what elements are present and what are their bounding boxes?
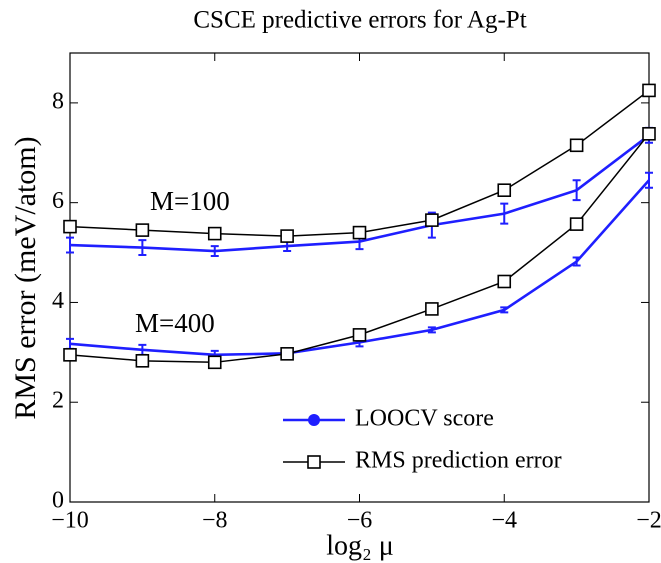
error-bar xyxy=(645,171,653,189)
y-axis-label: RMS error (meV/atom) xyxy=(9,136,42,419)
y-tick-label: 6 xyxy=(52,188,64,214)
y-tick-label: 8 xyxy=(52,88,64,114)
legend-marker xyxy=(308,414,320,426)
x-tick-label: −6 xyxy=(347,508,373,534)
point xyxy=(569,138,584,153)
point xyxy=(63,348,77,362)
x-tick-label: −4 xyxy=(491,508,517,534)
point xyxy=(63,219,77,234)
annotation: M=100 xyxy=(150,186,230,216)
x-axis-label: log₂ μ xyxy=(326,530,394,561)
point xyxy=(280,229,294,243)
point xyxy=(135,223,150,237)
error-bar xyxy=(500,306,509,314)
legend-label: RMS prediction error xyxy=(355,448,562,474)
point xyxy=(497,183,512,197)
point xyxy=(352,328,367,342)
error-bar xyxy=(138,239,147,257)
y-tick-label: 0 xyxy=(52,488,64,514)
x-tick-label: −8 xyxy=(202,508,228,534)
annotation: M=400 xyxy=(135,308,215,338)
point xyxy=(352,225,367,240)
point xyxy=(207,355,222,370)
point xyxy=(425,302,439,316)
chart-title: CSCE predictive errors for Ag-Pt xyxy=(193,7,526,34)
error-bar xyxy=(500,202,509,225)
error-bar xyxy=(572,179,581,202)
legend-label: LOOCV score xyxy=(355,406,494,432)
y-tick-label: 4 xyxy=(52,288,64,314)
point xyxy=(569,217,584,231)
point xyxy=(642,83,656,98)
y-tick-label: 2 xyxy=(52,388,64,414)
error-bar xyxy=(210,245,219,258)
point xyxy=(425,213,439,227)
x-tick-label: −2 xyxy=(636,508,661,534)
point xyxy=(497,274,512,289)
point xyxy=(280,347,294,361)
point xyxy=(642,127,656,141)
x-tick-label: −10 xyxy=(51,508,89,534)
error-bar xyxy=(66,236,74,254)
error-bar xyxy=(427,326,436,334)
legend-marker xyxy=(307,455,321,469)
error-bar xyxy=(572,256,581,267)
point xyxy=(135,354,150,368)
plot-frame xyxy=(69,52,650,503)
point xyxy=(207,226,222,241)
